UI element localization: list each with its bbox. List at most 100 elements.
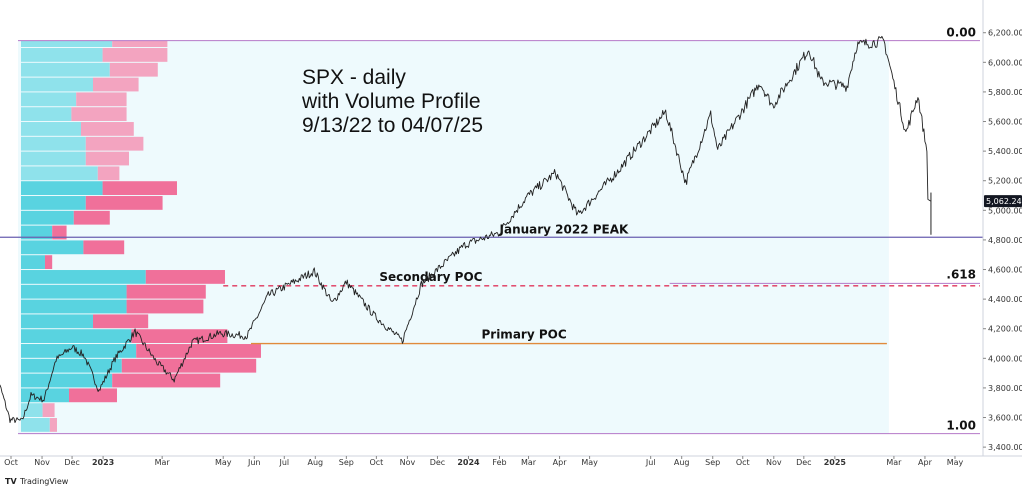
profile-down-bar bbox=[71, 107, 127, 122]
profile-down-bar bbox=[112, 373, 221, 388]
profile-down-bar bbox=[85, 136, 144, 151]
profile-up-bar bbox=[20, 151, 86, 166]
profile-up-bar bbox=[20, 418, 50, 432]
profile-up-bar bbox=[20, 240, 84, 255]
y-tick-label: 3,400.00 bbox=[988, 443, 1022, 452]
x-tick-label: Jul bbox=[278, 458, 289, 467]
x-tick-label: Jul bbox=[645, 458, 656, 467]
profile-down-bar bbox=[131, 329, 228, 344]
profile-up-bar bbox=[20, 314, 93, 329]
y-tick-label: 6,000.00 bbox=[988, 58, 1022, 67]
x-tick-label: 2023 bbox=[92, 458, 114, 467]
profile-down-bar bbox=[109, 62, 158, 77]
x-tick-label: May bbox=[581, 458, 598, 467]
x-tick-label: May bbox=[947, 458, 964, 467]
fib-618-label: .618 bbox=[946, 267, 976, 281]
profile-down-bar bbox=[76, 92, 127, 107]
y-tick-label: 5,200.00 bbox=[988, 177, 1022, 186]
profile-up-bar bbox=[20, 92, 77, 107]
chart-title-line-1: SPX - daily bbox=[302, 66, 406, 89]
x-tick-label: Apr bbox=[553, 458, 568, 467]
profile-down-bar bbox=[85, 196, 163, 210]
x-tick-label: Nov bbox=[34, 458, 50, 467]
profile-up-bar bbox=[20, 403, 43, 418]
fib-1-label: 1.00 bbox=[946, 419, 976, 433]
tradingview-logo: TV TradingView bbox=[5, 477, 69, 486]
profile-up-bar bbox=[20, 181, 103, 196]
profile-up-bar bbox=[20, 299, 127, 314]
fib-0-label: 0.00 bbox=[946, 26, 976, 40]
x-tick-label: Aug bbox=[674, 458, 690, 467]
profile-up-bar bbox=[20, 166, 98, 181]
x-tick-label: Sep bbox=[339, 458, 354, 467]
y-tick-label: 4,400.00 bbox=[988, 295, 1022, 304]
x-tick-label: Dec bbox=[430, 458, 445, 467]
profile-down-bar bbox=[49, 418, 57, 432]
x-tick-label: Sep bbox=[705, 458, 720, 467]
profile-up-bar bbox=[20, 62, 110, 77]
profile-up-bar bbox=[20, 210, 74, 225]
y-tick-label: 5,800.00 bbox=[988, 88, 1022, 97]
x-tick-label: Aug bbox=[308, 458, 324, 467]
x-tick-label: Nov bbox=[766, 458, 782, 467]
profile-up-bar bbox=[20, 373, 113, 388]
volume-profile bbox=[20, 40, 261, 432]
y-tick-label: 6,200.00 bbox=[988, 29, 1022, 38]
x-tick-label: Nov bbox=[400, 458, 416, 467]
profile-down-bar bbox=[44, 255, 53, 270]
profile-down-bar bbox=[102, 48, 168, 62]
x-tick-label: Dec bbox=[64, 458, 79, 467]
profile-down-bar bbox=[136, 344, 261, 358]
y-tick-label: 3,600.00 bbox=[988, 414, 1022, 423]
y-tick-label: 4,800.00 bbox=[988, 236, 1022, 245]
profile-down-bar bbox=[85, 151, 129, 166]
profile-down-bar bbox=[52, 225, 67, 240]
profile-down-bar bbox=[97, 166, 120, 181]
y-tick-label: 5,000.00 bbox=[988, 206, 1022, 215]
last-price-label: 5,062.24 bbox=[986, 197, 1022, 206]
x-tick-label: Oct bbox=[736, 458, 750, 467]
profile-up-bar bbox=[20, 107, 72, 122]
brand-name: TradingView bbox=[19, 477, 69, 486]
profile-up-bar bbox=[20, 122, 81, 136]
profile-down-bar bbox=[73, 210, 110, 225]
svg-text:TV: TV bbox=[5, 477, 17, 486]
profile-down-bar bbox=[92, 77, 139, 92]
chart-title-line-3: 9/13/22 to 04/07/25 bbox=[302, 114, 483, 137]
y-tick-label: 3,800.00 bbox=[988, 384, 1022, 393]
profile-down-bar bbox=[83, 240, 125, 255]
chart-title-line-2: with Volume Profile bbox=[301, 90, 481, 113]
profile-down-bar bbox=[126, 299, 204, 314]
profile-up-bar bbox=[20, 344, 137, 358]
axes: 3,400.00 3,600.00 3,800.00 4,000.00 4,200.00… bbox=[0, 0, 1022, 467]
x-tick-label: Oct bbox=[4, 458, 18, 467]
profile-up-bar bbox=[20, 329, 132, 344]
january-2022-peak-label: January 2022 PEAK bbox=[499, 222, 630, 236]
x-tick-label: Apr bbox=[918, 458, 933, 467]
profile-up-bar bbox=[20, 225, 53, 240]
profile-up-bar bbox=[20, 284, 127, 299]
profile-down-bar bbox=[92, 314, 149, 329]
price-line bbox=[0, 35, 932, 424]
y-tick-label: 4,200.00 bbox=[988, 325, 1022, 334]
x-tick-label: Mar bbox=[155, 458, 171, 467]
x-tick-label: 2024 bbox=[457, 458, 480, 467]
profile-up-bar bbox=[20, 196, 86, 210]
profile-down-bar bbox=[121, 358, 257, 373]
profile-up-bar bbox=[20, 77, 93, 92]
profile-up-bar bbox=[20, 358, 122, 373]
x-tick-label: Jun bbox=[247, 458, 261, 467]
x-tick-label: 2025 bbox=[824, 458, 847, 467]
profile-up-bar bbox=[20, 255, 45, 270]
x-tick-label: Mar bbox=[886, 458, 902, 467]
primary-poc-label: Primary POC bbox=[481, 328, 566, 342]
y-tick-label: 4,000.00 bbox=[988, 354, 1022, 363]
profile-up-bar bbox=[20, 48, 103, 62]
y-tick-label: 5,400.00 bbox=[988, 147, 1022, 156]
profile-up-bar bbox=[20, 270, 146, 284]
profile-down-bar bbox=[102, 181, 177, 196]
profile-down-bar bbox=[68, 388, 117, 403]
price-series bbox=[0, 35, 932, 424]
profile-down-bar bbox=[112, 40, 168, 48]
